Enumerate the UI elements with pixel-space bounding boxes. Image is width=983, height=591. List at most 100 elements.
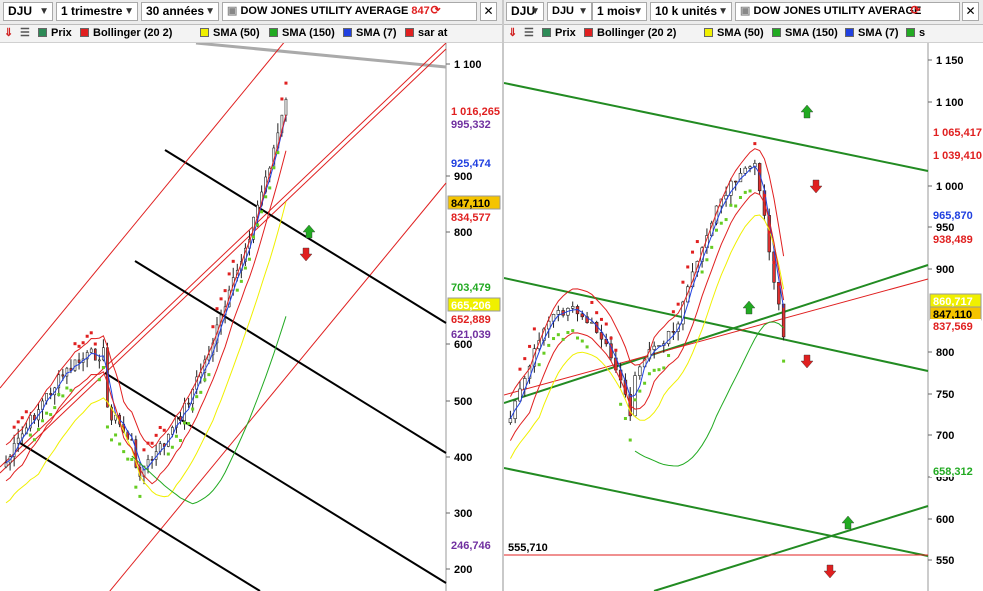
sar-dot (748, 189, 752, 193)
legend-item-bollinger[interactable]: Bollinger (20 2) (584, 26, 676, 41)
legend-label: SMA (150) (785, 27, 838, 39)
right-symbol-select[interactable]: DJU ▼ (506, 2, 544, 21)
candle-body (676, 323, 680, 332)
left-chart-pane[interactable]: DJU ▼ 1 trimestre ▼ 30 années ▼ ▣ DOW JONES… (0, 0, 502, 591)
candle-body (98, 359, 101, 362)
sar-dot (638, 389, 642, 393)
legend-item-prix[interactable]: Prix (38, 26, 72, 41)
sar-dot (199, 390, 203, 394)
sar-dot (49, 413, 53, 417)
value-tag: 1 065,417 (933, 127, 982, 139)
right-range-select[interactable]: 10 k unités ▼ (650, 2, 732, 21)
value-tag: 860,717 (933, 296, 973, 308)
sar-dot (252, 235, 256, 239)
sar-dot (518, 367, 522, 371)
right-symbol-extra[interactable]: DJU ▼ (547, 2, 592, 21)
legend-swatch-sma50 (200, 28, 209, 37)
candle-body (77, 359, 81, 363)
add-indicator-icon[interactable]: ⇓ (508, 27, 518, 39)
sar-dot (126, 457, 130, 461)
candle-body (69, 367, 73, 371)
legend-item-sma50[interactable]: SMA (50) (704, 26, 764, 41)
sar-dot (239, 279, 243, 283)
sar-dot (284, 81, 288, 85)
legend-label: sar at (418, 27, 448, 39)
right-chart-pane[interactable]: DJU ▼ DJU ▼ 1 mois ▼ 10 k unités ▼ ▣ DOW JON… (504, 0, 983, 591)
sar-dot (647, 372, 651, 376)
left-range-select[interactable]: 30 années ▼ (141, 2, 219, 21)
legend-item-prix[interactable]: Prix (542, 26, 576, 41)
candle-body (89, 348, 93, 353)
candle-body (556, 310, 561, 315)
candle-body (729, 180, 733, 196)
sar-dot (782, 359, 786, 363)
right-period-select[interactable]: 1 mois ▼ (592, 2, 647, 21)
left-period-select[interactable]: 1 trimestre ▼ (56, 2, 138, 21)
legend-label: Prix (51, 27, 72, 39)
legend-swatch-prix (38, 28, 47, 37)
sar-dot (681, 280, 685, 284)
sar-dot (758, 169, 762, 173)
add-indicator-icon[interactable]: ⇓ (4, 27, 14, 39)
legend-item-sma7[interactable]: SMA (7) (845, 26, 899, 41)
candle-body (207, 354, 211, 361)
candle-body (110, 406, 113, 421)
close-icon[interactable]: ✕ (480, 2, 497, 21)
refresh-icon[interactable]: ⟳ (430, 3, 441, 17)
right-range-label: 10 k unités (655, 4, 718, 18)
axis-tick-label: 1 100 (454, 59, 482, 71)
sar-dot (207, 373, 211, 377)
sar-dot (719, 221, 723, 225)
sar-dot (219, 297, 223, 301)
value-tag-bg (448, 312, 500, 325)
candle-body (743, 167, 747, 174)
value-tag: 834,577 (451, 212, 491, 224)
sar-dot (561, 337, 565, 341)
rising-line-green-2 (653, 505, 929, 591)
sar-dot (191, 407, 195, 411)
right-title-field[interactable]: ▣ DOW JONES UTILITY AVERAGE (735, 2, 960, 21)
legend-swatch-bollinger (584, 28, 593, 37)
sar-dot (738, 195, 742, 199)
sar-dot (623, 417, 627, 421)
sar-dot (590, 300, 594, 304)
legend-label: SMA (7) (858, 27, 899, 39)
sar-dot (195, 395, 199, 399)
legend-item-bollinger[interactable]: Bollinger (20 2) (80, 26, 172, 41)
axis-tick-label: 300 (454, 508, 472, 520)
legend-label: Prix (555, 27, 576, 39)
sar-dot (523, 357, 527, 361)
legend-item-sma150[interactable]: SMA (150) (269, 26, 335, 41)
sar-dot (671, 310, 675, 314)
legend-item-sar[interactable]: s (906, 26, 925, 41)
legend-item-sar[interactable]: sar at (405, 26, 447, 41)
refresh-icon[interactable]: ⟳ (910, 3, 921, 17)
candle-body (57, 374, 61, 389)
sar-dot (138, 494, 142, 498)
candle-body (29, 414, 32, 429)
candle-body (508, 418, 513, 423)
arrow-up-icon (742, 300, 756, 315)
indicator-list-icon[interactable]: ☰ (20, 27, 30, 39)
channel-lower-line (109, 182, 447, 591)
chevron-down-icon: ▼ (530, 6, 540, 17)
sar-dot (667, 354, 671, 358)
close-icon[interactable]: ✕ (962, 2, 979, 21)
candle-body (585, 316, 589, 324)
left-price-chart[interactable]: 1 100 900 800 600 500 400 300 200 1 016,265995,3… (0, 43, 502, 591)
sar-dot (134, 485, 138, 489)
legend-item-sma50[interactable]: SMA (50) (200, 26, 260, 41)
legend-item-sma7[interactable]: SMA (7) (343, 26, 397, 41)
candle-body (12, 443, 16, 458)
value-tag: 621,039 (451, 329, 491, 341)
sar-dot (576, 336, 579, 340)
axis-tick-label: 600 (454, 339, 472, 351)
legend-label: SMA (50) (717, 27, 764, 39)
legend-item-sma150[interactable]: SMA (150) (772, 26, 838, 41)
left-symbol-select[interactable]: DJU ▼ (3, 2, 53, 21)
candle-body (203, 359, 207, 373)
left-title-field[interactable]: ▣ DOW JONES UTILITY AVERAGE 847 (222, 2, 477, 21)
sar-dot (691, 250, 695, 254)
indicator-list-icon[interactable]: ☰ (524, 27, 534, 39)
